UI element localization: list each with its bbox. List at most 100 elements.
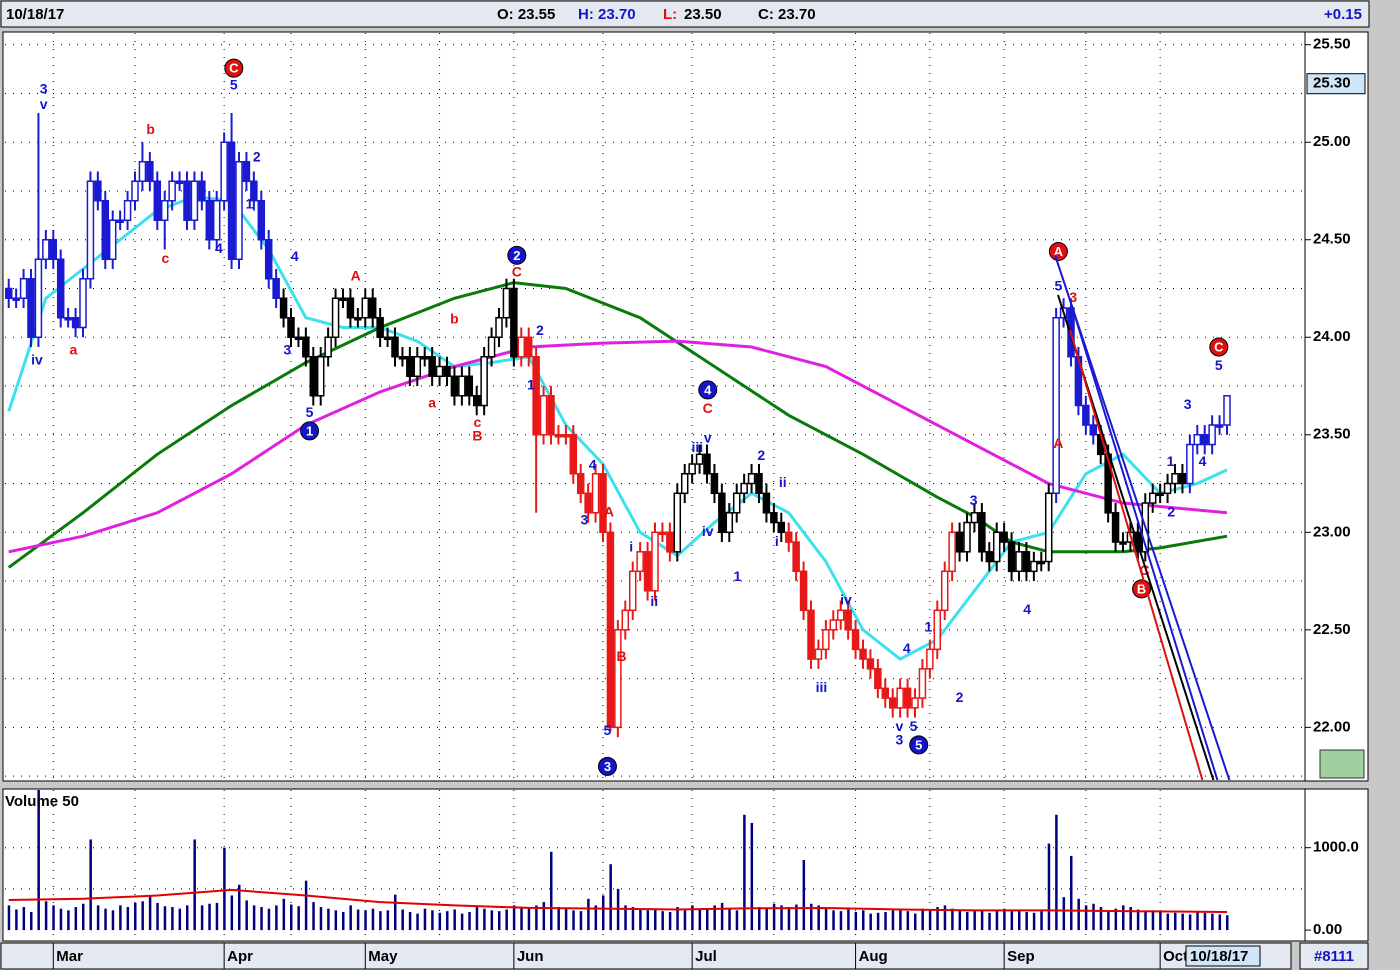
volume-bar — [1181, 913, 1184, 931]
volume-bar — [535, 905, 538, 931]
wave-label: 3 — [896, 732, 904, 748]
volume-bar — [810, 903, 813, 931]
volume-bar — [59, 908, 63, 931]
y-tick-label: 24.00 — [1313, 328, 1351, 345]
volume-bar — [884, 911, 887, 931]
volume-bar — [1122, 905, 1125, 931]
candle-body — [480, 356, 488, 407]
wave-label: 3 — [40, 80, 48, 96]
candle-body — [376, 317, 384, 339]
candle-body — [138, 160, 147, 182]
candle-body — [1052, 317, 1060, 495]
volume-bar — [683, 910, 687, 931]
candle-body — [391, 336, 399, 358]
volume-bar — [980, 910, 984, 931]
wave-label: 5 — [915, 737, 922, 752]
volume-bar — [1203, 912, 1207, 931]
volume-bar — [431, 910, 434, 931]
volume-bar — [928, 910, 932, 931]
volume-bar — [780, 905, 783, 931]
candle-body — [250, 180, 258, 202]
candle-body — [703, 453, 711, 475]
candle-body — [643, 551, 652, 592]
candle-body — [398, 356, 407, 360]
wave-label: a — [69, 342, 77, 358]
x-tick-label: Apr — [227, 948, 253, 965]
volume-bar — [460, 913, 464, 931]
candle-body — [190, 180, 199, 221]
candle-body — [859, 648, 867, 660]
volume-bar — [862, 910, 865, 931]
candle-body — [294, 336, 303, 341]
x-tick-label: Aug — [859, 948, 888, 965]
wave-label: 3 — [283, 342, 291, 358]
volume-bar — [1174, 912, 1177, 931]
volume-bar — [178, 908, 182, 931]
volume-bar — [342, 911, 345, 931]
volume-bar — [579, 911, 583, 931]
volume-bar — [297, 906, 300, 931]
volume-bar — [772, 903, 776, 931]
wave-label: b — [146, 121, 155, 137]
wave-label: 4 — [589, 457, 597, 473]
candle-body — [851, 629, 860, 651]
volume-bar — [327, 908, 330, 931]
candle-body — [621, 609, 630, 631]
y-tick-label: 22.50 — [1313, 621, 1351, 638]
candle-body — [576, 473, 585, 495]
volume-bar — [490, 910, 494, 931]
wave-label: 2 — [757, 447, 765, 463]
wave-label: 4 — [704, 382, 712, 397]
volume-bar — [282, 898, 286, 931]
volume-bar — [854, 911, 858, 931]
volume-bar — [252, 905, 256, 931]
candle-body — [1022, 551, 1031, 573]
volume-bar — [995, 909, 999, 931]
candle-body — [658, 531, 667, 536]
candle-body — [822, 629, 830, 651]
y-tick-label: 25.00 — [1313, 133, 1351, 150]
candle-body — [205, 199, 214, 241]
candle-body — [472, 395, 481, 407]
candle-body — [978, 512, 986, 553]
wave-label: 5 — [306, 404, 314, 420]
volume-bar — [111, 910, 115, 931]
volume-bar — [1144, 911, 1147, 931]
y-tick-label: 22.00 — [1313, 718, 1351, 735]
candle-body — [784, 531, 793, 543]
wave-label-circle — [597, 756, 617, 776]
candle-body — [146, 160, 154, 182]
candle-body — [316, 356, 325, 397]
wave-label: v — [40, 96, 48, 112]
volume-bar — [134, 902, 137, 931]
volume-bar — [1151, 910, 1155, 931]
volume-bar — [1062, 897, 1066, 931]
candle-body — [361, 297, 370, 319]
candle-body — [1178, 473, 1187, 485]
volume-bar — [1018, 910, 1021, 931]
candle-body — [242, 160, 251, 182]
candle-body — [34, 258, 43, 339]
candle-body — [1223, 395, 1231, 426]
candle-body — [1030, 560, 1038, 573]
candle-body — [844, 609, 852, 631]
candle-body — [160, 199, 169, 221]
wave-label: 2 — [253, 149, 261, 165]
wave-label: 1 — [734, 568, 742, 584]
volume-bar — [869, 913, 872, 931]
wave-label-circle — [300, 421, 320, 441]
x-tick-label: Sep — [1007, 948, 1035, 965]
x-tick-label: Jun — [517, 948, 544, 965]
candle-body — [168, 180, 176, 202]
candle-body — [131, 180, 139, 202]
volume-bar — [96, 905, 100, 931]
candle-body — [933, 609, 942, 651]
volume-bar — [512, 905, 516, 931]
wave-label: 5 — [1215, 357, 1223, 373]
candle-body — [680, 473, 689, 495]
date-marker — [1185, 945, 1261, 967]
volume-bar — [193, 839, 196, 931]
volume-bar — [141, 901, 144, 931]
candle-body — [406, 356, 414, 378]
candle-body — [324, 336, 332, 358]
